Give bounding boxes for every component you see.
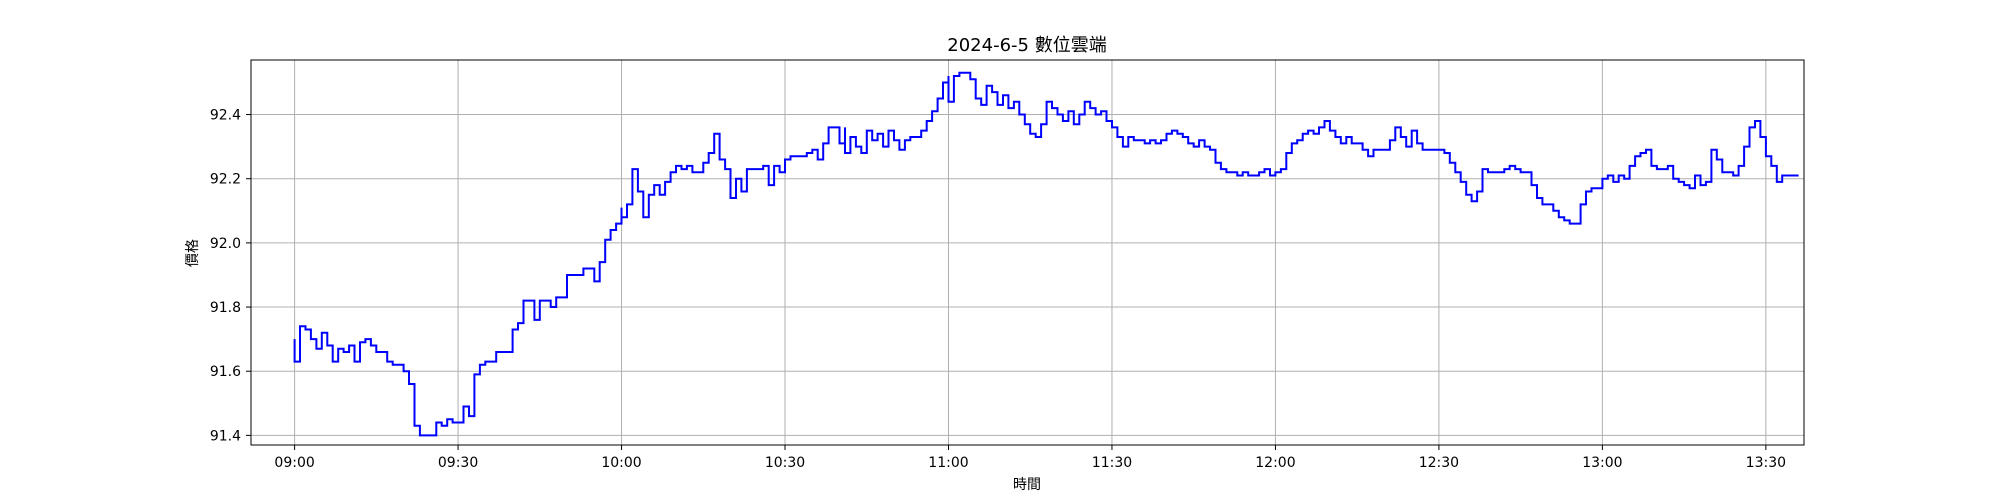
price-series-line xyxy=(293,71,1799,437)
x-tick-label: 13:00 xyxy=(1582,455,1622,471)
y-axis-ticks: 91.4 91.6 91.8 92.0 92.2 92.4 xyxy=(210,108,251,444)
plot-frame xyxy=(250,59,1805,446)
x-tick-label: 10:00 xyxy=(601,455,641,471)
x-tick-label: 13:30 xyxy=(1746,455,1786,471)
grid xyxy=(251,60,1804,445)
x-tick-label: 11:30 xyxy=(1092,455,1132,471)
chart-title: 2024-6-5 數位雲端 xyxy=(947,35,1106,56)
y-axis-label: 價格 xyxy=(184,239,201,267)
x-tick-label: 12:30 xyxy=(1419,455,1459,471)
x-tick-label: 09:00 xyxy=(274,455,314,471)
x-axis-ticks: 09:00 09:30 10:00 10:30 11:00 11:30 12:00 12:30… xyxy=(274,445,1786,471)
y-tick-label: 92.4 xyxy=(210,108,241,124)
y-tick-label: 92.2 xyxy=(210,172,241,188)
x-tick-label: 10:30 xyxy=(765,455,805,471)
y-tick-label: 91.4 xyxy=(210,428,241,444)
x-tick-label: 09:30 xyxy=(438,455,478,471)
y-tick-label: 92.0 xyxy=(210,236,241,252)
x-tick-label: 12:00 xyxy=(1255,455,1295,471)
series-layer xyxy=(293,71,1799,437)
y-tick-label: 91.6 xyxy=(210,364,241,380)
x-axis-label: 時間 xyxy=(1013,477,1041,493)
x-tick-label: 11:00 xyxy=(928,455,968,471)
y-tick-label: 91.8 xyxy=(210,300,241,316)
